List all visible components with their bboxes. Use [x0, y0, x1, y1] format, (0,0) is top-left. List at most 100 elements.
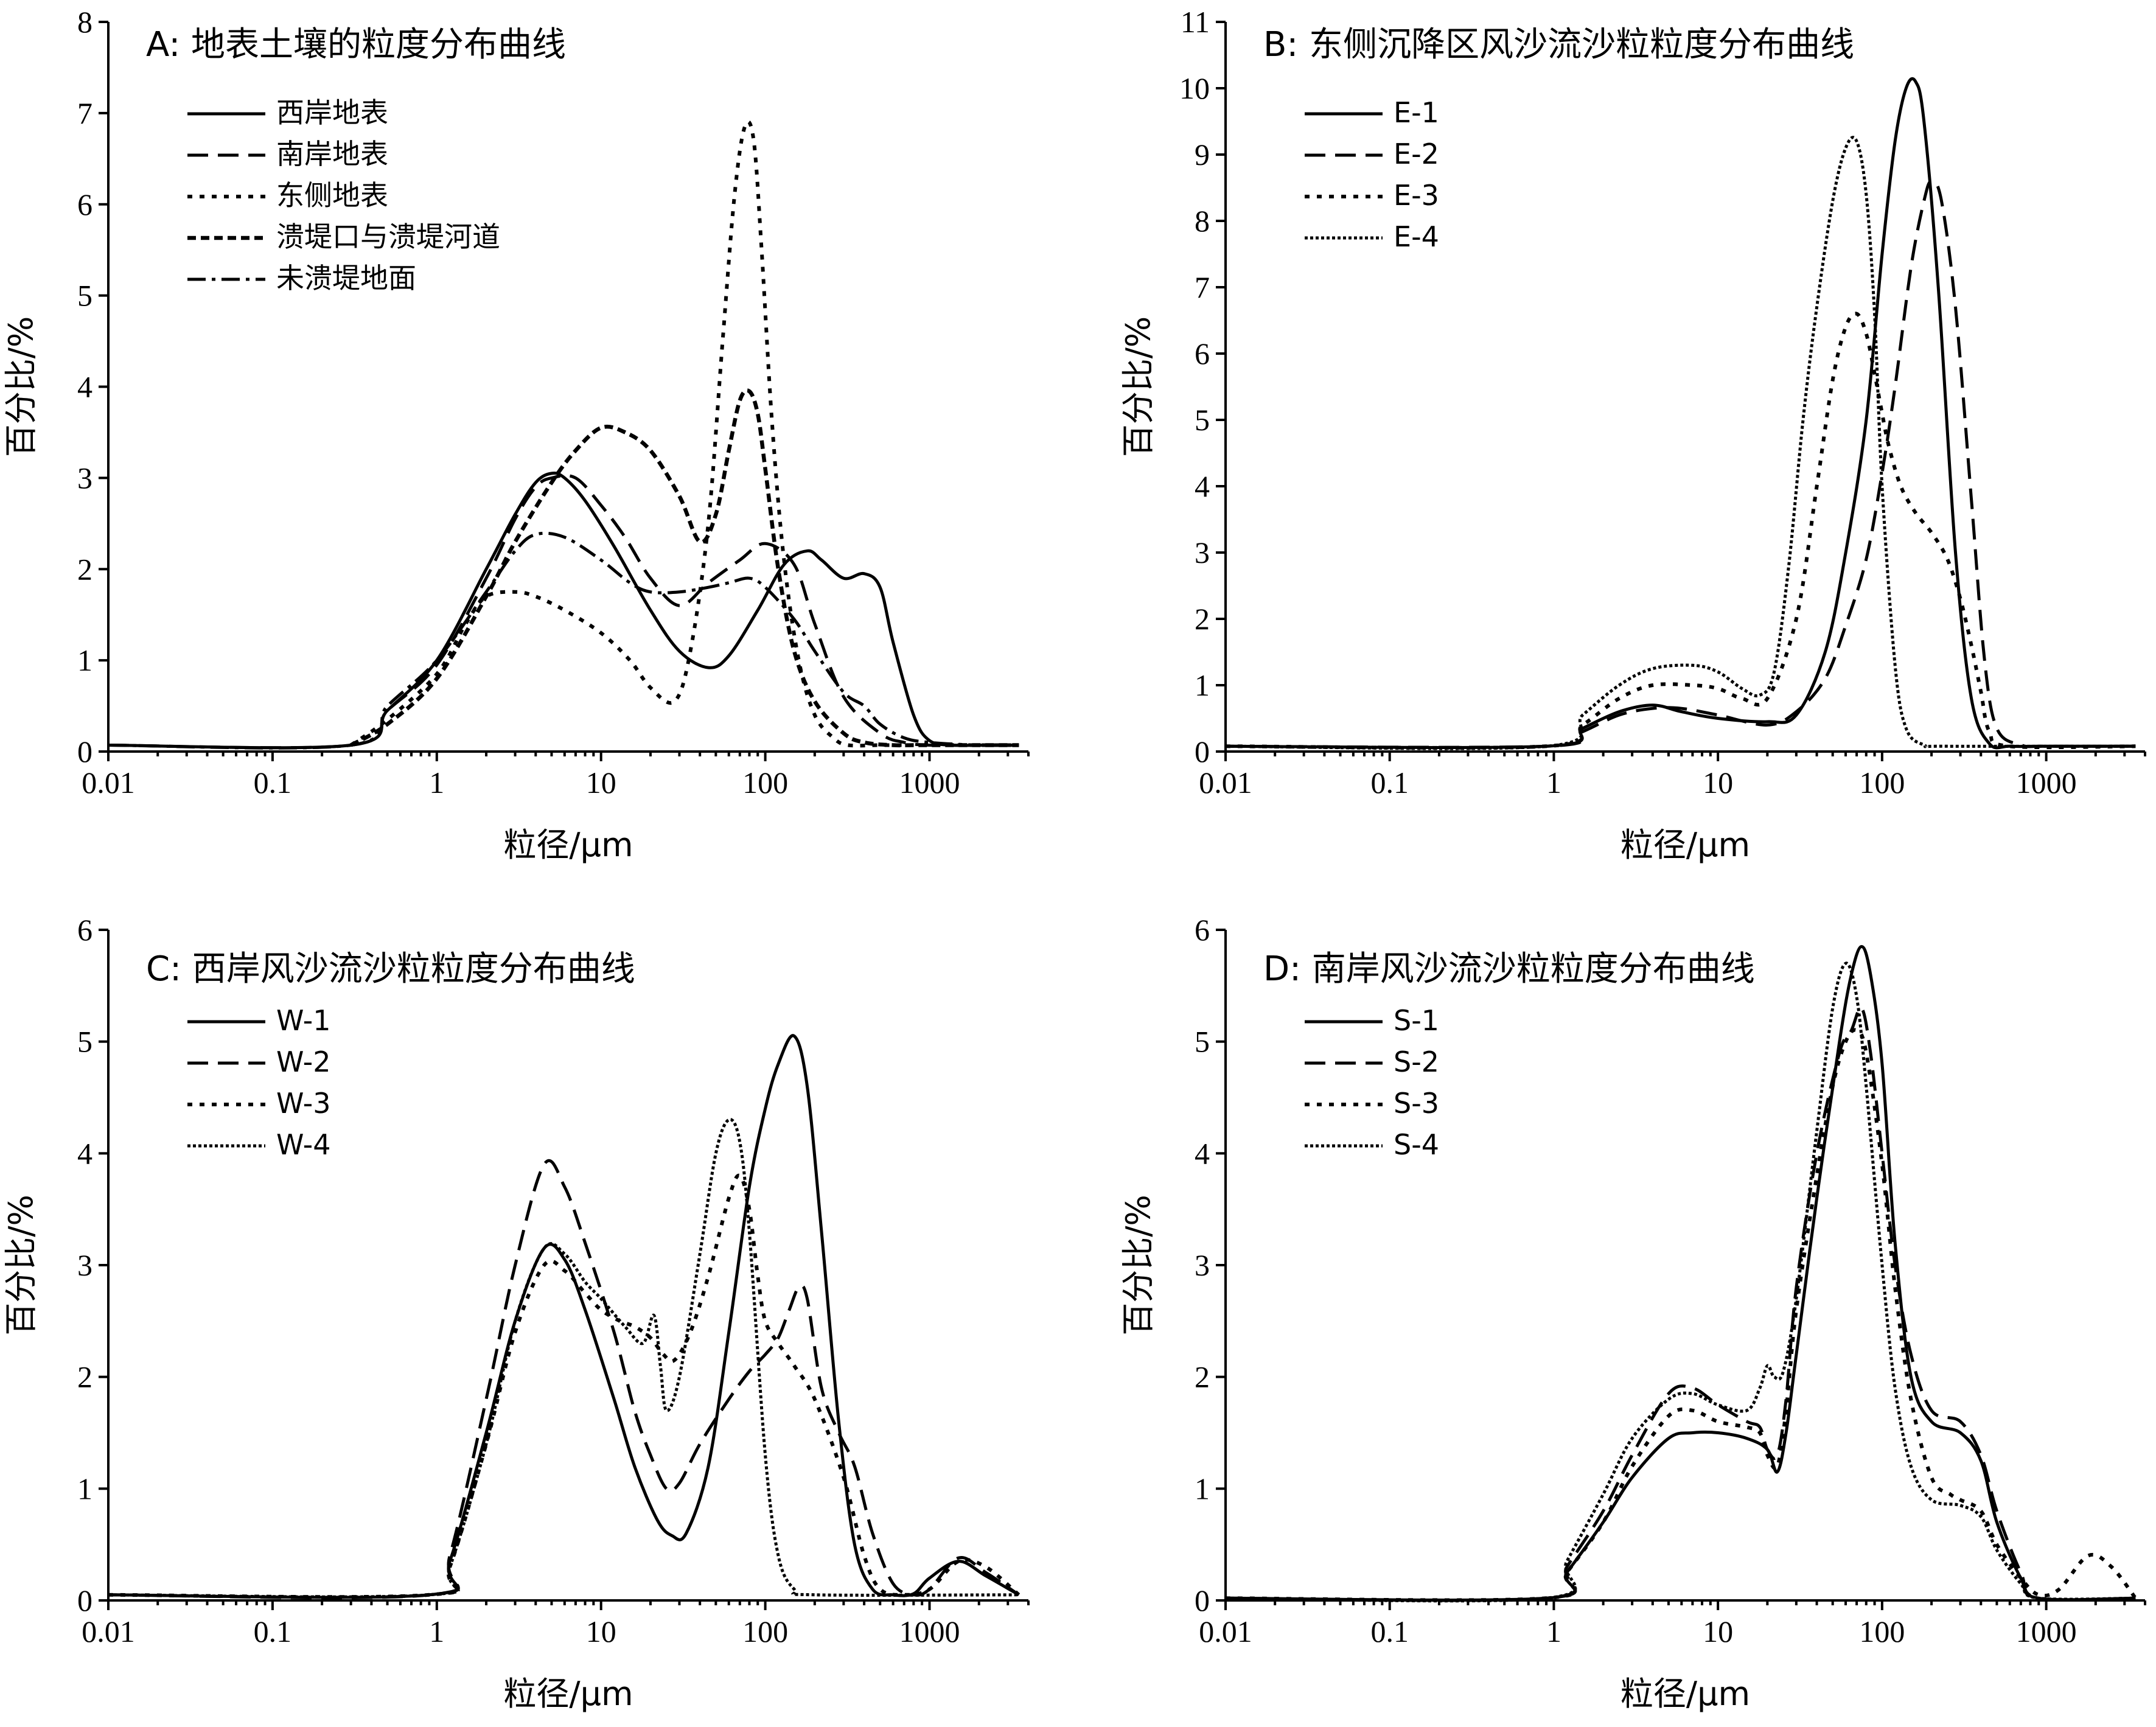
- series-line-d-2: [1225, 1006, 2136, 1602]
- x-tick-label: 10: [586, 1614, 616, 1648]
- legend-label: S-2: [1394, 1045, 1439, 1078]
- x-tick-label: 100: [1859, 1614, 1905, 1648]
- x-tick-label: 100: [1859, 766, 1905, 800]
- legend-label: 溃堤口与溃堤河道: [276, 220, 500, 253]
- x-tick-label: 1000: [2016, 766, 2077, 800]
- x-tick-label: 0.01: [1199, 766, 1252, 800]
- series-line-a-3: [349, 120, 1019, 748]
- x-tick-label: 0.01: [82, 766, 135, 800]
- series-line-a-1: [108, 471, 1019, 750]
- legend-label: 西岸地表: [276, 96, 388, 129]
- x-axis-label: 粒径/μm: [503, 1675, 633, 1713]
- series-line-b-2: [1225, 180, 2136, 749]
- legend-label: E-1: [1394, 96, 1439, 129]
- legend-label: E-3: [1394, 179, 1439, 212]
- y-tick-label: 0: [77, 734, 92, 769]
- y-tick-label: 6: [77, 913, 92, 947]
- y-tick-label: 2: [1195, 602, 1210, 636]
- legend-label: 东侧地表: [276, 179, 388, 212]
- x-tick-label: 0.01: [82, 1614, 135, 1648]
- x-tick-label: 10: [1703, 1614, 1733, 1648]
- x-tick-label: 0.1: [1370, 766, 1409, 800]
- legend-label: W-1: [276, 1004, 330, 1037]
- legend-label: S-3: [1394, 1087, 1439, 1120]
- series-line-c-1: [108, 1034, 1020, 1599]
- x-axis-label: 粒径/μm: [1620, 1675, 1750, 1713]
- y-tick-label: 2: [77, 552, 92, 586]
- y-tick-label: 6: [1195, 913, 1210, 947]
- y-tick-label: 8: [1195, 204, 1210, 238]
- x-tick-label: 100: [742, 1614, 788, 1648]
- panel-b-title: B: 东侧沉降区风沙流沙粒粒度分布曲线: [1263, 25, 1854, 65]
- y-tick-label: 1: [77, 1471, 92, 1505]
- y-tick-label: 7: [1195, 270, 1210, 304]
- y-tick-label: 6: [77, 187, 92, 222]
- legend-label: W-3: [276, 1087, 330, 1120]
- y-tick-label: 0: [1195, 1583, 1210, 1617]
- y-tick-label: 8: [77, 5, 92, 39]
- y-tick-label: 3: [1195, 536, 1210, 570]
- y-tick-label: 4: [1195, 1136, 1210, 1170]
- y-tick-label: 10: [1179, 71, 1210, 105]
- x-tick-label: 1000: [899, 766, 960, 800]
- panel-c: C: 西岸风沙流沙粒粒度分布曲线 0.01 0.1 1 10 100 1000 0 1 2 3 4 5…: [2, 913, 1030, 1713]
- panel-b: B: 东侧沉降区风沙流沙粒粒度分布曲线 0.01 0.1 1 10 100 1000 0 1 2…: [1119, 5, 2146, 864]
- panel-a-title: A: 地表土壤的粒度分布曲线: [146, 25, 566, 65]
- y-tick-label: 2: [77, 1360, 92, 1394]
- panel-a: A: 地表土壤的粒度分布曲线 0.01 0.1 1 10 100 1000 0 1 2 3 4 5 6 7…: [2, 5, 1030, 864]
- y-axis-label: 百分比/%: [1119, 316, 1157, 458]
- legend-label: S-4: [1394, 1128, 1439, 1161]
- legend-label: E-2: [1394, 138, 1439, 170]
- y-tick-label: 5: [77, 1025, 92, 1059]
- x-tick-label: 1: [1546, 766, 1561, 800]
- series-line-b-4: [1225, 136, 2136, 750]
- y-axis-label: 百分比/%: [2, 316, 40, 458]
- series-line-c-3: [108, 1173, 1020, 1599]
- x-tick-label: 10: [586, 766, 616, 800]
- y-tick-label: 1: [77, 643, 92, 677]
- series-line-a-4: [350, 388, 1019, 748]
- y-tick-label: 0: [77, 1583, 92, 1617]
- series-line-c-2: [108, 1159, 1020, 1600]
- legend-label: 南岸地表: [276, 138, 388, 170]
- y-tick-label: 1: [1195, 1471, 1210, 1505]
- y-axis-label: 百分比/%: [1119, 1195, 1157, 1336]
- legend-label: 未溃堤地面: [276, 262, 416, 295]
- x-tick-label: 0.1: [254, 766, 292, 800]
- legend-label: W-2: [276, 1045, 330, 1078]
- series-line-b-1: [1225, 77, 2136, 750]
- y-tick-label: 3: [1195, 1248, 1210, 1282]
- y-tick-label: 3: [77, 1248, 92, 1282]
- panel-d: D: 南岸风沙流沙粒粒度分布曲线 0.01 0.1 1 10 100 1000 0 1 2 3 4 5…: [1119, 913, 2146, 1713]
- x-tick-label: 1: [429, 766, 444, 800]
- x-tick-label: 0.1: [1370, 1614, 1409, 1648]
- series-line-a-2: [108, 473, 1019, 750]
- series-line-b-3: [1225, 312, 2136, 750]
- legend-label: W-4: [276, 1128, 330, 1161]
- y-tick-label: 9: [1195, 138, 1210, 172]
- x-tick-label: 1: [1546, 1614, 1561, 1648]
- y-tick-label: 6: [1195, 337, 1210, 371]
- x-tick-label: 0.01: [1199, 1614, 1252, 1648]
- legend-label: S-1: [1394, 1004, 1439, 1037]
- y-tick-label: 0: [1195, 734, 1210, 769]
- panel-c-title: C: 西岸风沙流沙粒粒度分布曲线: [146, 949, 635, 989]
- panel-d-title: D: 南岸风沙流沙粒粒度分布曲线: [1263, 949, 1755, 989]
- y-tick-label: 1: [1195, 668, 1210, 702]
- x-axis-label: 粒径/μm: [503, 826, 633, 864]
- y-tick-label: 4: [1195, 469, 1210, 503]
- series-line-a-5: [108, 531, 1019, 750]
- x-tick-label: 0.1: [254, 1614, 292, 1648]
- y-tick-label: 11: [1181, 5, 1210, 39]
- y-tick-label: 4: [77, 370, 92, 404]
- y-tick-label: 5: [1195, 403, 1210, 437]
- x-tick-label: 1: [429, 1614, 444, 1648]
- x-tick-label: 1000: [899, 1614, 960, 1648]
- series-line-c-4: [108, 1118, 1019, 1599]
- y-tick-label: 5: [1195, 1025, 1210, 1059]
- legend-label: E-4: [1394, 220, 1439, 253]
- y-tick-label: 3: [77, 461, 92, 495]
- y-tick-label: 2: [1195, 1360, 1210, 1394]
- x-tick-label: 1000: [2016, 1614, 2077, 1648]
- y-tick-label: 5: [77, 279, 92, 313]
